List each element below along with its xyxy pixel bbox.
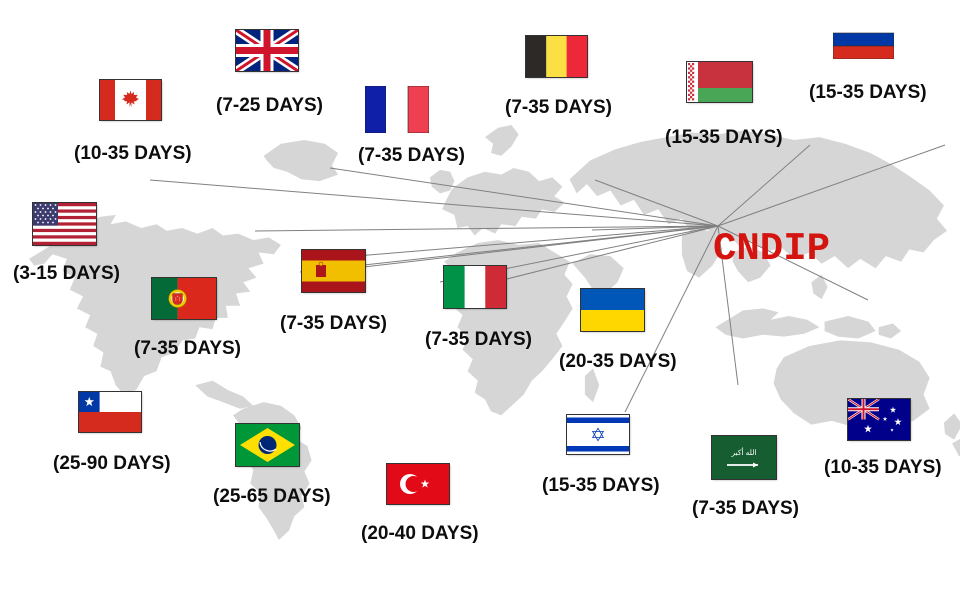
svg-text:الله أكبر: الله أكبر — [730, 446, 756, 457]
svg-text:CNDIP: CNDIP — [713, 227, 830, 271]
